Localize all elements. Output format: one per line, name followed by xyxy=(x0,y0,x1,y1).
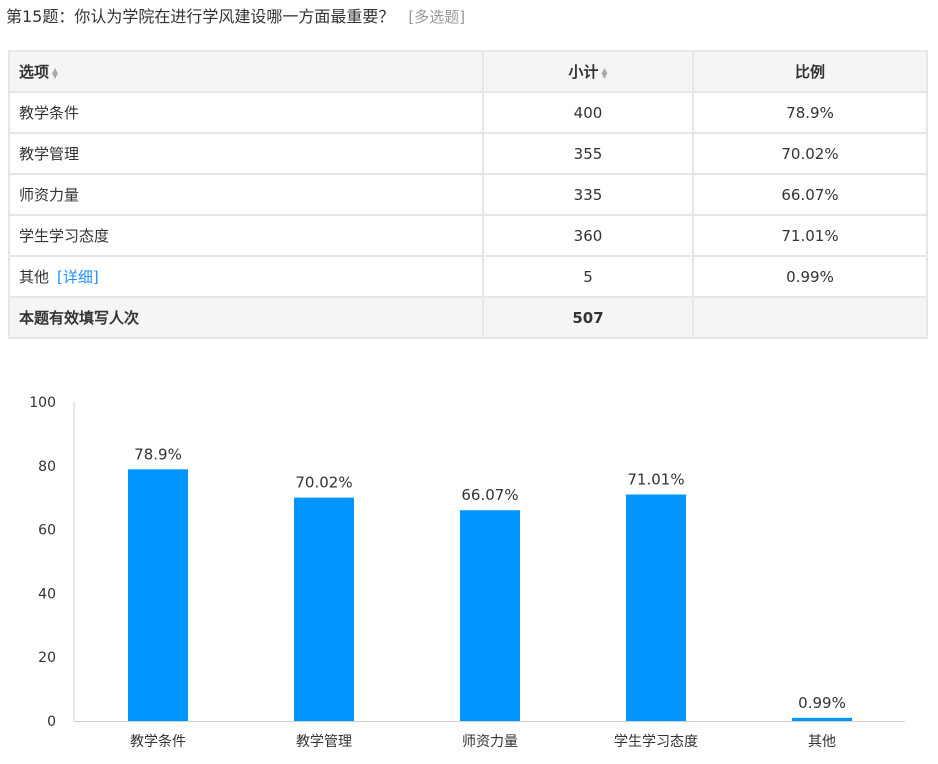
row-ratio: 71.01% xyxy=(692,214,928,257)
table-header-row: 选项 ▲ ▼ 小计 ▲ ▼ 比例 xyxy=(8,50,928,93)
y-tick-label: 100 xyxy=(29,395,56,411)
bar xyxy=(792,717,852,721)
row-count: 360 xyxy=(482,214,694,257)
row-option: 教学条件 xyxy=(8,91,484,134)
row-option: 师资力量 xyxy=(8,173,484,216)
sort-icon[interactable]: ▲ ▼ xyxy=(601,65,608,80)
question-type-tag: [多选题] xyxy=(408,8,466,26)
data-label: 71.01% xyxy=(627,470,684,488)
x-tick-label: 教学管理 xyxy=(296,734,352,750)
x-tick-label: 教学条件 xyxy=(130,733,186,750)
bar-chart: 0 20 40 60 80 100 78.9% 教学条件 70.02% 教学管理 66.07% 师资力… xyxy=(29,395,905,750)
bar xyxy=(128,469,188,721)
x-tick-label: 学生学习态度 xyxy=(614,734,698,750)
data-label: 70.02% xyxy=(295,474,352,492)
y-tick-label: 80 xyxy=(38,459,56,475)
sort-icon[interactable]: ▲ ▼ xyxy=(52,65,59,80)
header-option-label: 选项 xyxy=(19,63,50,81)
row-option: 教学管理 xyxy=(8,132,484,175)
data-label: 78.9% xyxy=(134,445,182,463)
row-ratio: 78.9% xyxy=(692,91,928,134)
x-tick-label: 其他 xyxy=(808,734,836,750)
bar xyxy=(460,510,520,721)
row-option-cell: 其他 [详细] xyxy=(8,255,484,298)
table-row: 教学条件 400 78.9% xyxy=(8,91,928,134)
data-label: 66.07% xyxy=(461,486,518,504)
header-option[interactable]: 选项 ▲ ▼ xyxy=(8,50,484,93)
row-option: 学生学习态度 xyxy=(8,214,484,257)
x-tick-label: 师资力量 xyxy=(462,734,518,750)
detail-link[interactable]: [详细] xyxy=(57,268,99,286)
question-title-block: 第15题：你认为学院在进行学风建设哪一方面最重要？ [多选题] xyxy=(6,2,465,32)
y-tick-label: 40 xyxy=(38,586,56,602)
y-tick-label: 0 xyxy=(47,714,56,730)
results-table: 选项 ▲ ▼ 小计 ▲ ▼ 比例 教学条件 400 78.9% 教学管理 355 70.… xyxy=(8,50,928,339)
question-title: 第15题：你认为学院在进行学风建设哪一方面最重要？ xyxy=(6,7,395,26)
row-ratio: 0.99% xyxy=(692,255,928,298)
bar xyxy=(626,494,686,721)
header-count[interactable]: 小计 ▲ ▼ xyxy=(482,50,694,93)
table-row: 学生学习态度 360 71.01% xyxy=(8,214,928,257)
row-count: 5 xyxy=(482,255,694,298)
total-ratio xyxy=(692,296,928,339)
header-ratio: 比例 xyxy=(692,50,928,93)
row-count: 355 xyxy=(482,132,694,175)
bar xyxy=(294,497,354,721)
table-row: 教学管理 355 70.02% xyxy=(8,132,928,175)
y-tick-label: 20 xyxy=(38,650,56,666)
data-label: 0.99% xyxy=(798,694,846,712)
total-row: 本题有效填写人次 507 xyxy=(8,296,928,339)
total-label: 本题有效填写人次 xyxy=(8,296,484,339)
header-count-label: 小计 xyxy=(568,63,599,81)
row-ratio: 66.07% xyxy=(692,173,928,216)
row-option: 其他 xyxy=(19,268,50,286)
header-ratio-label: 比例 xyxy=(794,63,825,81)
table-row: 其他 [详细] 5 0.99% xyxy=(8,255,928,298)
y-tick-label: 60 xyxy=(38,523,56,539)
row-count: 335 xyxy=(482,173,694,216)
total-count: 507 xyxy=(482,296,694,339)
row-ratio: 70.02% xyxy=(692,132,928,175)
table-row: 师资力量 335 66.07% xyxy=(8,173,928,216)
row-count: 400 xyxy=(482,91,694,134)
